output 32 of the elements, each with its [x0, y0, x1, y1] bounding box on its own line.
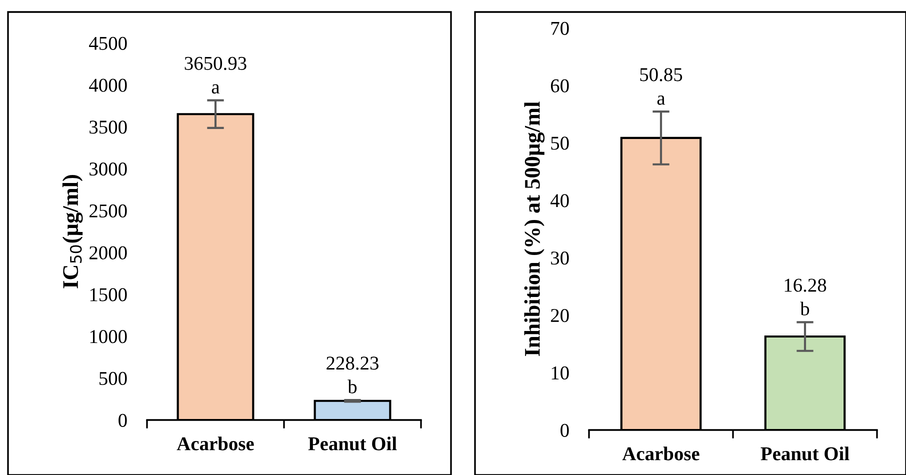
x-tick-label: Acarbose: [622, 446, 700, 460]
y-tick-label: 1000: [90, 330, 127, 344]
y-tick-label: 0: [560, 424, 569, 437]
y-tick-label: 2000: [90, 246, 127, 260]
y-axis-title: IC$_{50}$(µg/ml): [62, 175, 83, 288]
y-tick-label: 500: [100, 372, 127, 386]
data-label: 16.28: [784, 278, 826, 292]
y-tick-label: 40: [550, 194, 569, 208]
y-tick-label: 10: [552, 366, 569, 380]
annotation: b: [800, 302, 810, 316]
y-tick-label: 60: [550, 79, 569, 92]
annotation: b: [348, 380, 357, 394]
data-label: 228.23: [326, 356, 378, 370]
y-axis-title: Inhibition (%) at 500µg/ml: [524, 102, 545, 356]
y-tick-label: 3000: [90, 162, 127, 176]
y-tick-label: 20: [550, 308, 569, 322]
annotation: a: [657, 96, 666, 105]
y-tick-label: 4000: [89, 78, 127, 92]
y-tick-label: 1500: [90, 288, 127, 302]
x-tick-label: Acarbose: [176, 436, 254, 450]
data-label: 50.85: [640, 68, 682, 82]
y-tick-label: 0: [118, 414, 127, 427]
y-tick-label: 70: [551, 22, 569, 35]
y-tick-label: 2500: [90, 204, 127, 218]
y-tick-label: 30: [551, 252, 569, 265]
x-tick-label: Peanut Oil: [308, 436, 397, 450]
annotation: a: [212, 84, 220, 94]
y-tick-label: 50: [551, 136, 569, 150]
y-tick-label: 4500: [89, 36, 127, 50]
data-label: 3650.93: [184, 56, 246, 70]
y-tick-label: 3500: [90, 120, 127, 134]
x-tick-label: Peanut Oil: [760, 446, 850, 460]
